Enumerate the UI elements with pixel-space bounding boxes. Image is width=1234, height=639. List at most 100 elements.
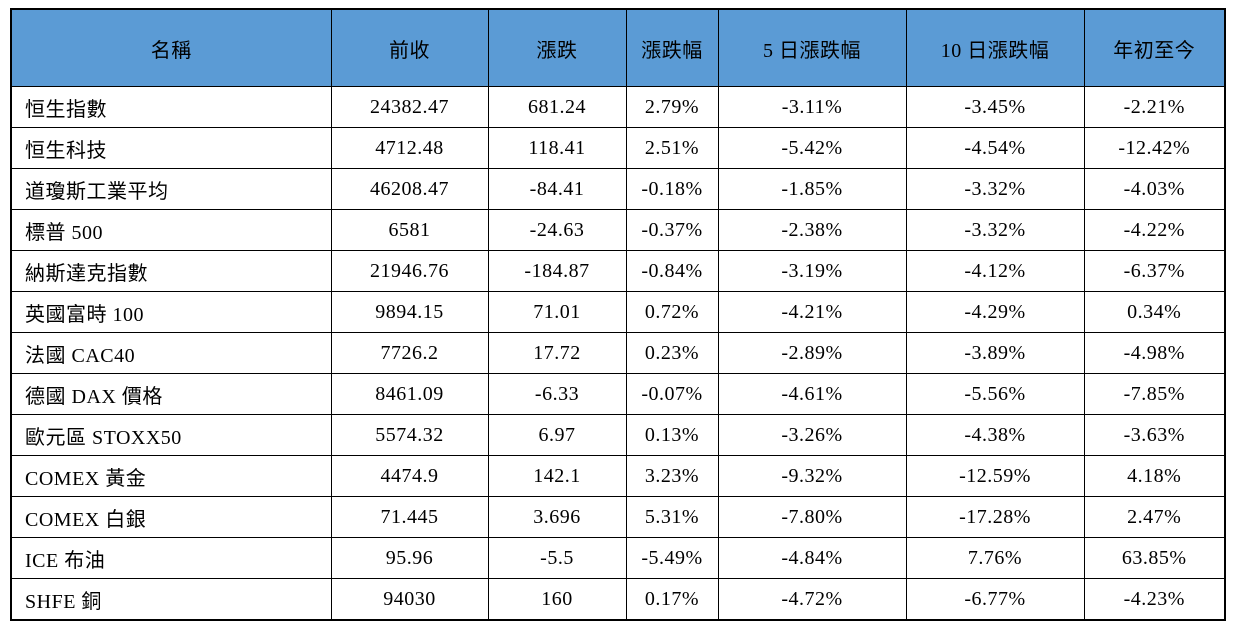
prev-close-cell: 21946.76: [330, 250, 489, 292]
5d-change-pct-cell: -1.85%: [717, 168, 907, 210]
5d-change-pct-cell: -5.42%: [717, 127, 907, 169]
table-row: 納斯達克指數 21946.76 -184.87 -0.84% -3.19% -4…: [10, 250, 1226, 292]
instrument-name-cell: SHFE 銅: [10, 578, 332, 621]
change-cell: 142.1: [487, 455, 627, 497]
change-pct-cell: 5.31%: [625, 496, 719, 538]
market-indices-table: 名稱 前收 漲跌 漲跌幅 5 日漲跌幅 10 日漲跌幅 年初至今 恒生指數 24…: [10, 8, 1226, 621]
change-pct-cell: -0.37%: [625, 209, 719, 251]
change-cell: 160: [487, 578, 627, 621]
5d-change-pct-cell: -4.72%: [717, 578, 907, 621]
table-row: SHFE 銅 94030 160 0.17% -4.72% -6.77% -4.…: [10, 578, 1226, 621]
change-pct-cell: 2.79%: [625, 86, 719, 128]
instrument-name-cell: 英國富時 100: [10, 291, 332, 333]
5d-change-pct-cell: -4.84%: [717, 537, 907, 579]
5d-change-pct-cell: -3.11%: [717, 86, 907, 128]
col-header-change-pct: 漲跌幅: [625, 8, 719, 87]
5d-change-pct-cell: -4.21%: [717, 291, 907, 333]
change-pct-cell: 0.72%: [625, 291, 719, 333]
table-row: 法國 CAC40 7726.2 17.72 0.23% -2.89% -3.89…: [10, 332, 1226, 374]
ytd-cell: -4.22%: [1083, 209, 1226, 251]
change-cell: 17.72: [487, 332, 627, 374]
instrument-name-cell: 德國 DAX 價格: [10, 373, 332, 415]
ytd-cell: -7.85%: [1083, 373, 1226, 415]
col-header-ytd: 年初至今: [1083, 8, 1226, 87]
10d-change-pct-cell: -17.28%: [905, 496, 1085, 538]
ytd-cell: -4.03%: [1083, 168, 1226, 210]
ytd-cell: 63.85%: [1083, 537, 1226, 579]
instrument-name-cell: 恒生指數: [10, 86, 332, 128]
prev-close-cell: 8461.09: [330, 373, 489, 415]
prev-close-cell: 46208.47: [330, 168, 489, 210]
10d-change-pct-cell: -12.59%: [905, 455, 1085, 497]
change-pct-cell: -0.07%: [625, 373, 719, 415]
ytd-cell: 0.34%: [1083, 291, 1226, 333]
prev-close-cell: 6581: [330, 209, 489, 251]
instrument-name-cell: ICE 布油: [10, 537, 332, 579]
ytd-cell: 4.18%: [1083, 455, 1226, 497]
change-cell: -5.5: [487, 537, 627, 579]
10d-change-pct-cell: -4.29%: [905, 291, 1085, 333]
ytd-cell: -2.21%: [1083, 86, 1226, 128]
table-row: COMEX 黃金 4474.9 142.1 3.23% -9.32% -12.5…: [10, 455, 1226, 497]
prev-close-cell: 5574.32: [330, 414, 489, 456]
instrument-name-cell: 道瓊斯工業平均: [10, 168, 332, 210]
prev-close-cell: 71.445: [330, 496, 489, 538]
table-row: ICE 布油 95.96 -5.5 -5.49% -4.84% 7.76% 63…: [10, 537, 1226, 579]
change-pct-cell: 0.13%: [625, 414, 719, 456]
col-header-name: 名稱: [10, 8, 332, 87]
instrument-name-cell: 恒生科技: [10, 127, 332, 169]
change-pct-cell: 0.17%: [625, 578, 719, 621]
prev-close-cell: 9894.15: [330, 291, 489, 333]
table-row: 英國富時 100 9894.15 71.01 0.72% -4.21% -4.2…: [10, 291, 1226, 333]
table-row: 歐元區 STOXX50 5574.32 6.97 0.13% -3.26% -4…: [10, 414, 1226, 456]
col-header-10d-change-pct: 10 日漲跌幅: [905, 8, 1085, 87]
change-pct-cell: -0.18%: [625, 168, 719, 210]
5d-change-pct-cell: -4.61%: [717, 373, 907, 415]
table-row: 標普 500 6581 -24.63 -0.37% -2.38% -3.32% …: [10, 209, 1226, 251]
change-cell: -84.41: [487, 168, 627, 210]
col-header-5d-change-pct: 5 日漲跌幅: [717, 8, 907, 87]
5d-change-pct-cell: -3.26%: [717, 414, 907, 456]
10d-change-pct-cell: -4.54%: [905, 127, 1085, 169]
prev-close-cell: 4712.48: [330, 127, 489, 169]
5d-change-pct-cell: -2.89%: [717, 332, 907, 374]
10d-change-pct-cell: -3.32%: [905, 209, 1085, 251]
col-header-prev-close: 前收: [330, 8, 489, 87]
change-cell: -24.63: [487, 209, 627, 251]
change-pct-cell: 3.23%: [625, 455, 719, 497]
change-cell: -6.33: [487, 373, 627, 415]
instrument-name-cell: 法國 CAC40: [10, 332, 332, 374]
col-header-change: 漲跌: [487, 8, 627, 87]
instrument-name-cell: 歐元區 STOXX50: [10, 414, 332, 456]
change-cell: 681.24: [487, 86, 627, 128]
table-row: 道瓊斯工業平均 46208.47 -84.41 -0.18% -1.85% -3…: [10, 168, 1226, 210]
change-cell: 118.41: [487, 127, 627, 169]
prev-close-cell: 7726.2: [330, 332, 489, 374]
change-cell: 71.01: [487, 291, 627, 333]
prev-close-cell: 95.96: [330, 537, 489, 579]
change-cell: -184.87: [487, 250, 627, 292]
prev-close-cell: 4474.9: [330, 455, 489, 497]
ytd-cell: -12.42%: [1083, 127, 1226, 169]
5d-change-pct-cell: -3.19%: [717, 250, 907, 292]
5d-change-pct-cell: -7.80%: [717, 496, 907, 538]
header-row: 名稱 前收 漲跌 漲跌幅 5 日漲跌幅 10 日漲跌幅 年初至今: [10, 8, 1226, 87]
prev-close-cell: 24382.47: [330, 86, 489, 128]
ytd-cell: -4.98%: [1083, 332, 1226, 374]
10d-change-pct-cell: -5.56%: [905, 373, 1085, 415]
table-row: 恒生科技 4712.48 118.41 2.51% -5.42% -4.54% …: [10, 127, 1226, 169]
10d-change-pct-cell: -3.89%: [905, 332, 1085, 374]
instrument-name-cell: 納斯達克指數: [10, 250, 332, 292]
change-cell: 6.97: [487, 414, 627, 456]
instrument-name-cell: COMEX 黃金: [10, 455, 332, 497]
ytd-cell: -4.23%: [1083, 578, 1226, 621]
10d-change-pct-cell: 7.76%: [905, 537, 1085, 579]
change-pct-cell: -5.49%: [625, 537, 719, 579]
table-row: 德國 DAX 價格 8461.09 -6.33 -0.07% -4.61% -5…: [10, 373, 1226, 415]
instrument-name-cell: COMEX 白銀: [10, 496, 332, 538]
5d-change-pct-cell: -2.38%: [717, 209, 907, 251]
ytd-cell: 2.47%: [1083, 496, 1226, 538]
10d-change-pct-cell: -4.38%: [905, 414, 1085, 456]
change-cell: 3.696: [487, 496, 627, 538]
